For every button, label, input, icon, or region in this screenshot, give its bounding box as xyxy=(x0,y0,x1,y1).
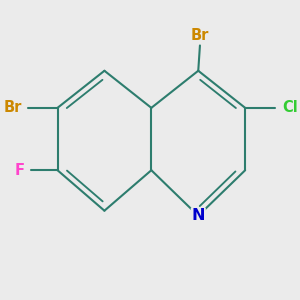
Text: Br: Br xyxy=(4,100,22,115)
Text: F: F xyxy=(15,163,25,178)
Text: N: N xyxy=(191,208,205,223)
Text: Br: Br xyxy=(191,28,209,43)
Text: Cl: Cl xyxy=(282,100,298,115)
